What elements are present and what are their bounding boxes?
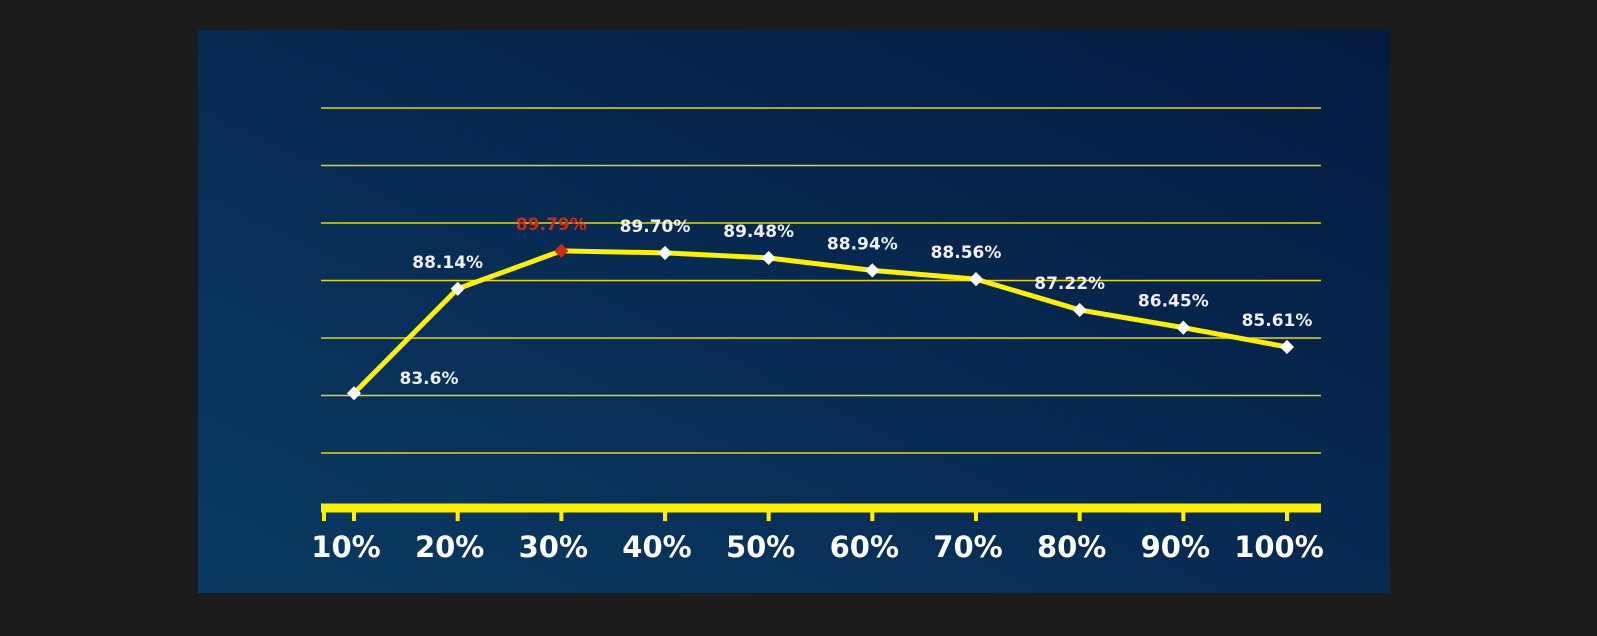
x-tick-label: 100%: [1234, 530, 1324, 564]
x-tick-label: 50%: [726, 530, 795, 564]
value-label: 88.14%: [412, 253, 483, 273]
x-tick-label: 90%: [1141, 530, 1210, 564]
data-point: [450, 281, 465, 296]
x-tick-label: 80%: [1037, 530, 1106, 564]
value-label: 88.56%: [931, 243, 1002, 263]
value-label: 86.45%: [1138, 292, 1209, 312]
x-tick-label: 10%: [311, 530, 380, 564]
value-label: 83.6%: [400, 369, 459, 389]
value-label: 85.61%: [1242, 311, 1313, 331]
value-label: 88.94%: [827, 234, 898, 254]
data-point: [657, 245, 673, 260]
value-label: 89.79%: [516, 215, 587, 235]
data-point: [346, 386, 362, 401]
data-point: [1072, 302, 1087, 318]
data-point: [865, 263, 880, 278]
value-label: 89.48%: [723, 222, 794, 242]
value-label: 89.70%: [620, 217, 691, 237]
value-label: 87.22%: [1034, 274, 1105, 294]
data-point: [1176, 320, 1191, 335]
x-tick-label: 20%: [415, 530, 484, 564]
data-point: [554, 243, 569, 258]
data-point: [968, 272, 984, 287]
x-tick-label: 60%: [830, 530, 899, 564]
x-tick-label: 40%: [622, 530, 691, 564]
decor-lines: [321, 107, 1321, 454]
data-point: [761, 250, 776, 266]
chart-panel: [198, 30, 1390, 593]
x-tick-label: 70%: [933, 530, 1002, 564]
line: [352, 248, 1288, 395]
data-point: [1279, 339, 1295, 355]
x-tick-label: 30%: [519, 530, 588, 564]
